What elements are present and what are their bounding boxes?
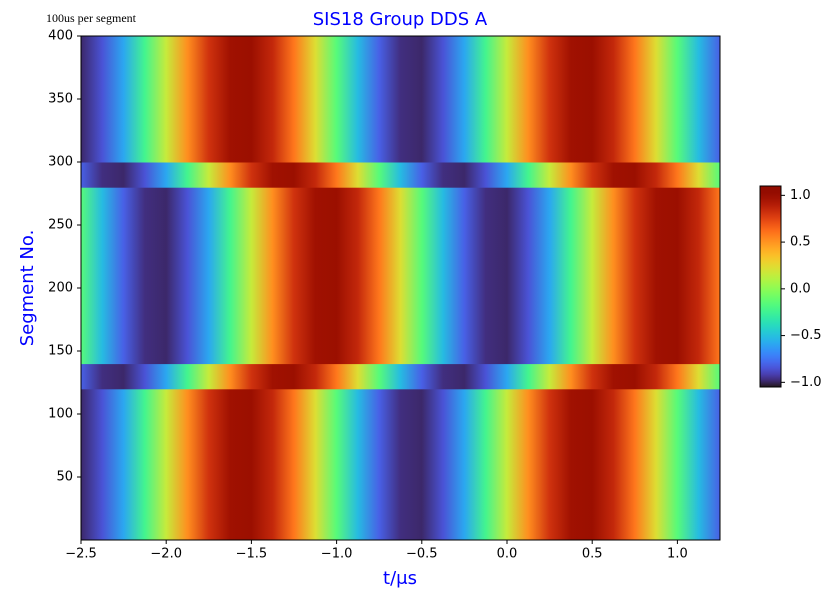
heatmap-row (81, 237, 720, 264)
heatmap-row (81, 85, 720, 113)
heatmap-row (81, 211, 720, 239)
heatmap-row (81, 337, 720, 365)
y-tick-label: 400 (48, 29, 73, 44)
heatmap-row (81, 136, 720, 163)
y-tick-label: 50 (56, 470, 73, 485)
colorbar-tick-label: 0.5 (790, 235, 811, 250)
heatmap-row (81, 262, 720, 289)
x-axis-label: t/μs (383, 568, 417, 589)
x-tick-label: −0.5 (406, 547, 438, 562)
heatmap-row (81, 489, 720, 516)
y-tick-label: 300 (48, 155, 73, 170)
heatmap-row (81, 388, 720, 415)
heatmap-row (81, 186, 720, 213)
heatmap-row (81, 111, 720, 138)
y-axis-label: Segment No. (17, 230, 38, 347)
x-tick-label: 0.5 (582, 547, 603, 562)
heatmap-row (81, 463, 720, 491)
heatmap-row (81, 413, 720, 440)
heatmap-row (81, 35, 720, 62)
y-tick-label: 150 (48, 344, 73, 359)
x-tick-label: 0.0 (497, 547, 518, 562)
y-tick-label: 100 (48, 407, 73, 422)
x-tick-label: −2.0 (150, 547, 182, 562)
heatmap-row (81, 161, 720, 188)
heatmap-row (81, 363, 720, 390)
y-tick-label: 350 (48, 92, 73, 107)
colorbar-tick-label: 1.0 (790, 188, 811, 203)
x-tick-label: −1.0 (321, 547, 353, 562)
x-tick-label: −1.5 (236, 547, 268, 562)
x-tick-label: −2.5 (65, 547, 97, 562)
heatmap-row (81, 438, 720, 465)
heatmap-row (81, 60, 720, 87)
colorbar-tick-label: −1.0 (790, 375, 822, 390)
heatmap-row (81, 312, 720, 339)
y-tick-label: 250 (48, 218, 73, 233)
heatmap-row (81, 287, 720, 314)
colorbar-tick-label: −0.5 (790, 328, 822, 343)
x-tick-label: 1.0 (667, 547, 688, 562)
y-tick-label: 200 (48, 281, 73, 296)
heatmap-row (81, 514, 720, 541)
colorbar-tick-label: 0.0 (790, 281, 811, 296)
chart-title: SIS18 Group DDS A (313, 9, 488, 30)
colorbar (759, 185, 782, 388)
annotation: 100us per segment (46, 11, 137, 25)
